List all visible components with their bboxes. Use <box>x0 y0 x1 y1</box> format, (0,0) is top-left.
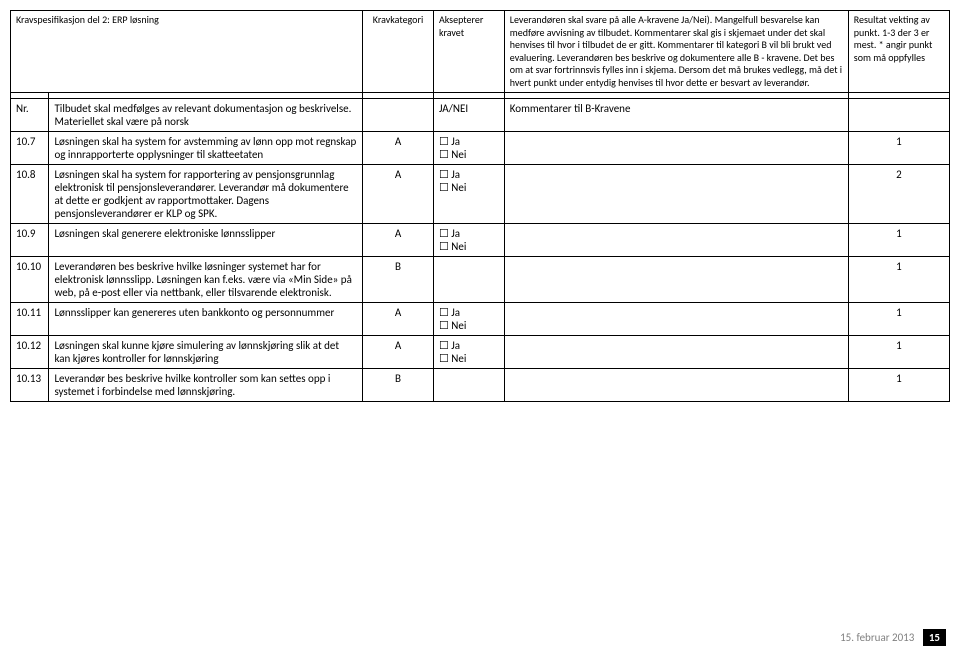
row-nr: 10.13 <box>11 369 49 402</box>
row-desc: Løsningen skal ha system for rapporterin… <box>49 165 363 224</box>
table-row: 10.9 Løsningen skal generere elektronisk… <box>11 224 950 257</box>
subheader-nr: Nr. <box>11 99 49 132</box>
row-cat: A <box>363 224 434 257</box>
row-comment[interactable] <box>504 303 848 336</box>
row-nr: 10.10 <box>11 257 49 303</box>
row-nr: 10.9 <box>11 224 49 257</box>
check-ja[interactable]: ☐ Ja <box>439 306 499 319</box>
row-result: 1 <box>848 336 949 369</box>
row-result: 1 <box>848 303 949 336</box>
row-desc: Løsningen skal ha system for avstemming … <box>49 132 363 165</box>
subheader-comment: Kommentarer til B-Kravene <box>504 99 848 132</box>
check-nei[interactable]: ☐ Nei <box>439 148 499 161</box>
header-acc: Aksepterer kravet <box>433 11 504 93</box>
row-result: 2 <box>848 165 949 224</box>
row-desc: Leverandøren bes beskrive hvilke løsning… <box>49 257 363 303</box>
table-row: 10.10 Leverandøren bes beskrive hvilke l… <box>11 257 950 303</box>
check-nei[interactable]: ☐ Nei <box>439 181 499 194</box>
check-ja[interactable]: ☐ Ja <box>439 227 499 240</box>
table-row: 10.8 Løsningen skal ha system for rappor… <box>11 165 950 224</box>
row-comment[interactable] <box>504 165 848 224</box>
header-title: Kravspesifikasjon del 2: ERP løsning <box>11 11 363 93</box>
header-result: Resultat vekting av punkt. 1-3 der 3 er … <box>848 11 949 93</box>
row-acc: ☐ Ja ☐ Nei <box>433 336 504 369</box>
row-acc: ☐ Ja ☐ Nei <box>433 303 504 336</box>
row-comment[interactable] <box>504 369 848 402</box>
check-ja[interactable]: ☐ Ja <box>439 135 499 148</box>
footer-page: 15 <box>923 629 946 646</box>
row-comment[interactable] <box>504 224 848 257</box>
row-nr: 10.12 <box>11 336 49 369</box>
row-nr: 10.11 <box>11 303 49 336</box>
row-acc: ☐ Ja ☐ Nei <box>433 132 504 165</box>
row-desc: Lønnsslipper kan genereres uten bankkont… <box>49 303 363 336</box>
table-row: 10.7 Løsningen skal ha system for avstem… <box>11 132 950 165</box>
row-cat: B <box>363 369 434 402</box>
row-comment[interactable] <box>504 257 848 303</box>
row-result: 1 <box>848 369 949 402</box>
header-comment: Leverandøren skal svare på alle A-kraven… <box>504 11 848 93</box>
footer-date: 15. februar 2013 <box>840 631 914 644</box>
header-cat: Kravkategori <box>363 11 434 93</box>
row-cat: A <box>363 303 434 336</box>
row-acc: ☐ Ja ☐ Nei <box>433 165 504 224</box>
subheader-desc: Tilbudet skal medfølges av relevant doku… <box>49 99 363 132</box>
row-comment[interactable] <box>504 132 848 165</box>
row-acc <box>433 257 504 303</box>
row-result: 1 <box>848 224 949 257</box>
spec-table: Kravspesifikasjon del 2: ERP løsning Kra… <box>10 10 950 402</box>
check-ja[interactable]: ☐ Ja <box>439 168 499 181</box>
row-nr: 10.7 <box>11 132 49 165</box>
header-row: Kravspesifikasjon del 2: ERP løsning Kra… <box>11 11 950 93</box>
row-nr: 10.8 <box>11 165 49 224</box>
subheader-acc: JA/NEI <box>433 99 504 132</box>
row-desc: Løsningen skal kunne kjøre simulering av… <box>49 336 363 369</box>
row-cat: B <box>363 257 434 303</box>
check-ja[interactable]: ☐ Ja <box>439 339 499 352</box>
row-result: 1 <box>848 132 949 165</box>
subheader-row: Nr. Tilbudet skal medfølges av relevant … <box>11 99 950 132</box>
row-cat: A <box>363 165 434 224</box>
check-nei[interactable]: ☐ Nei <box>439 319 499 332</box>
row-cat: A <box>363 336 434 369</box>
table-row: 10.11 Lønnsslipper kan genereres uten ba… <box>11 303 950 336</box>
check-nei[interactable]: ☐ Nei <box>439 240 499 253</box>
row-desc: Leverandør bes beskrive hvilke kontrolle… <box>49 369 363 402</box>
table-row: 10.12 Løsningen skal kunne kjøre simuler… <box>11 336 950 369</box>
row-comment[interactable] <box>504 336 848 369</box>
footer: 15. februar 2013 15 <box>840 629 946 646</box>
row-acc: ☐ Ja ☐ Nei <box>433 224 504 257</box>
row-desc: Løsningen skal generere elektroniske løn… <box>49 224 363 257</box>
check-nei[interactable]: ☐ Nei <box>439 352 499 365</box>
row-acc <box>433 369 504 402</box>
table-row: 10.13 Leverandør bes beskrive hvilke kon… <box>11 369 950 402</box>
row-result: 1 <box>848 257 949 303</box>
row-cat: A <box>363 132 434 165</box>
